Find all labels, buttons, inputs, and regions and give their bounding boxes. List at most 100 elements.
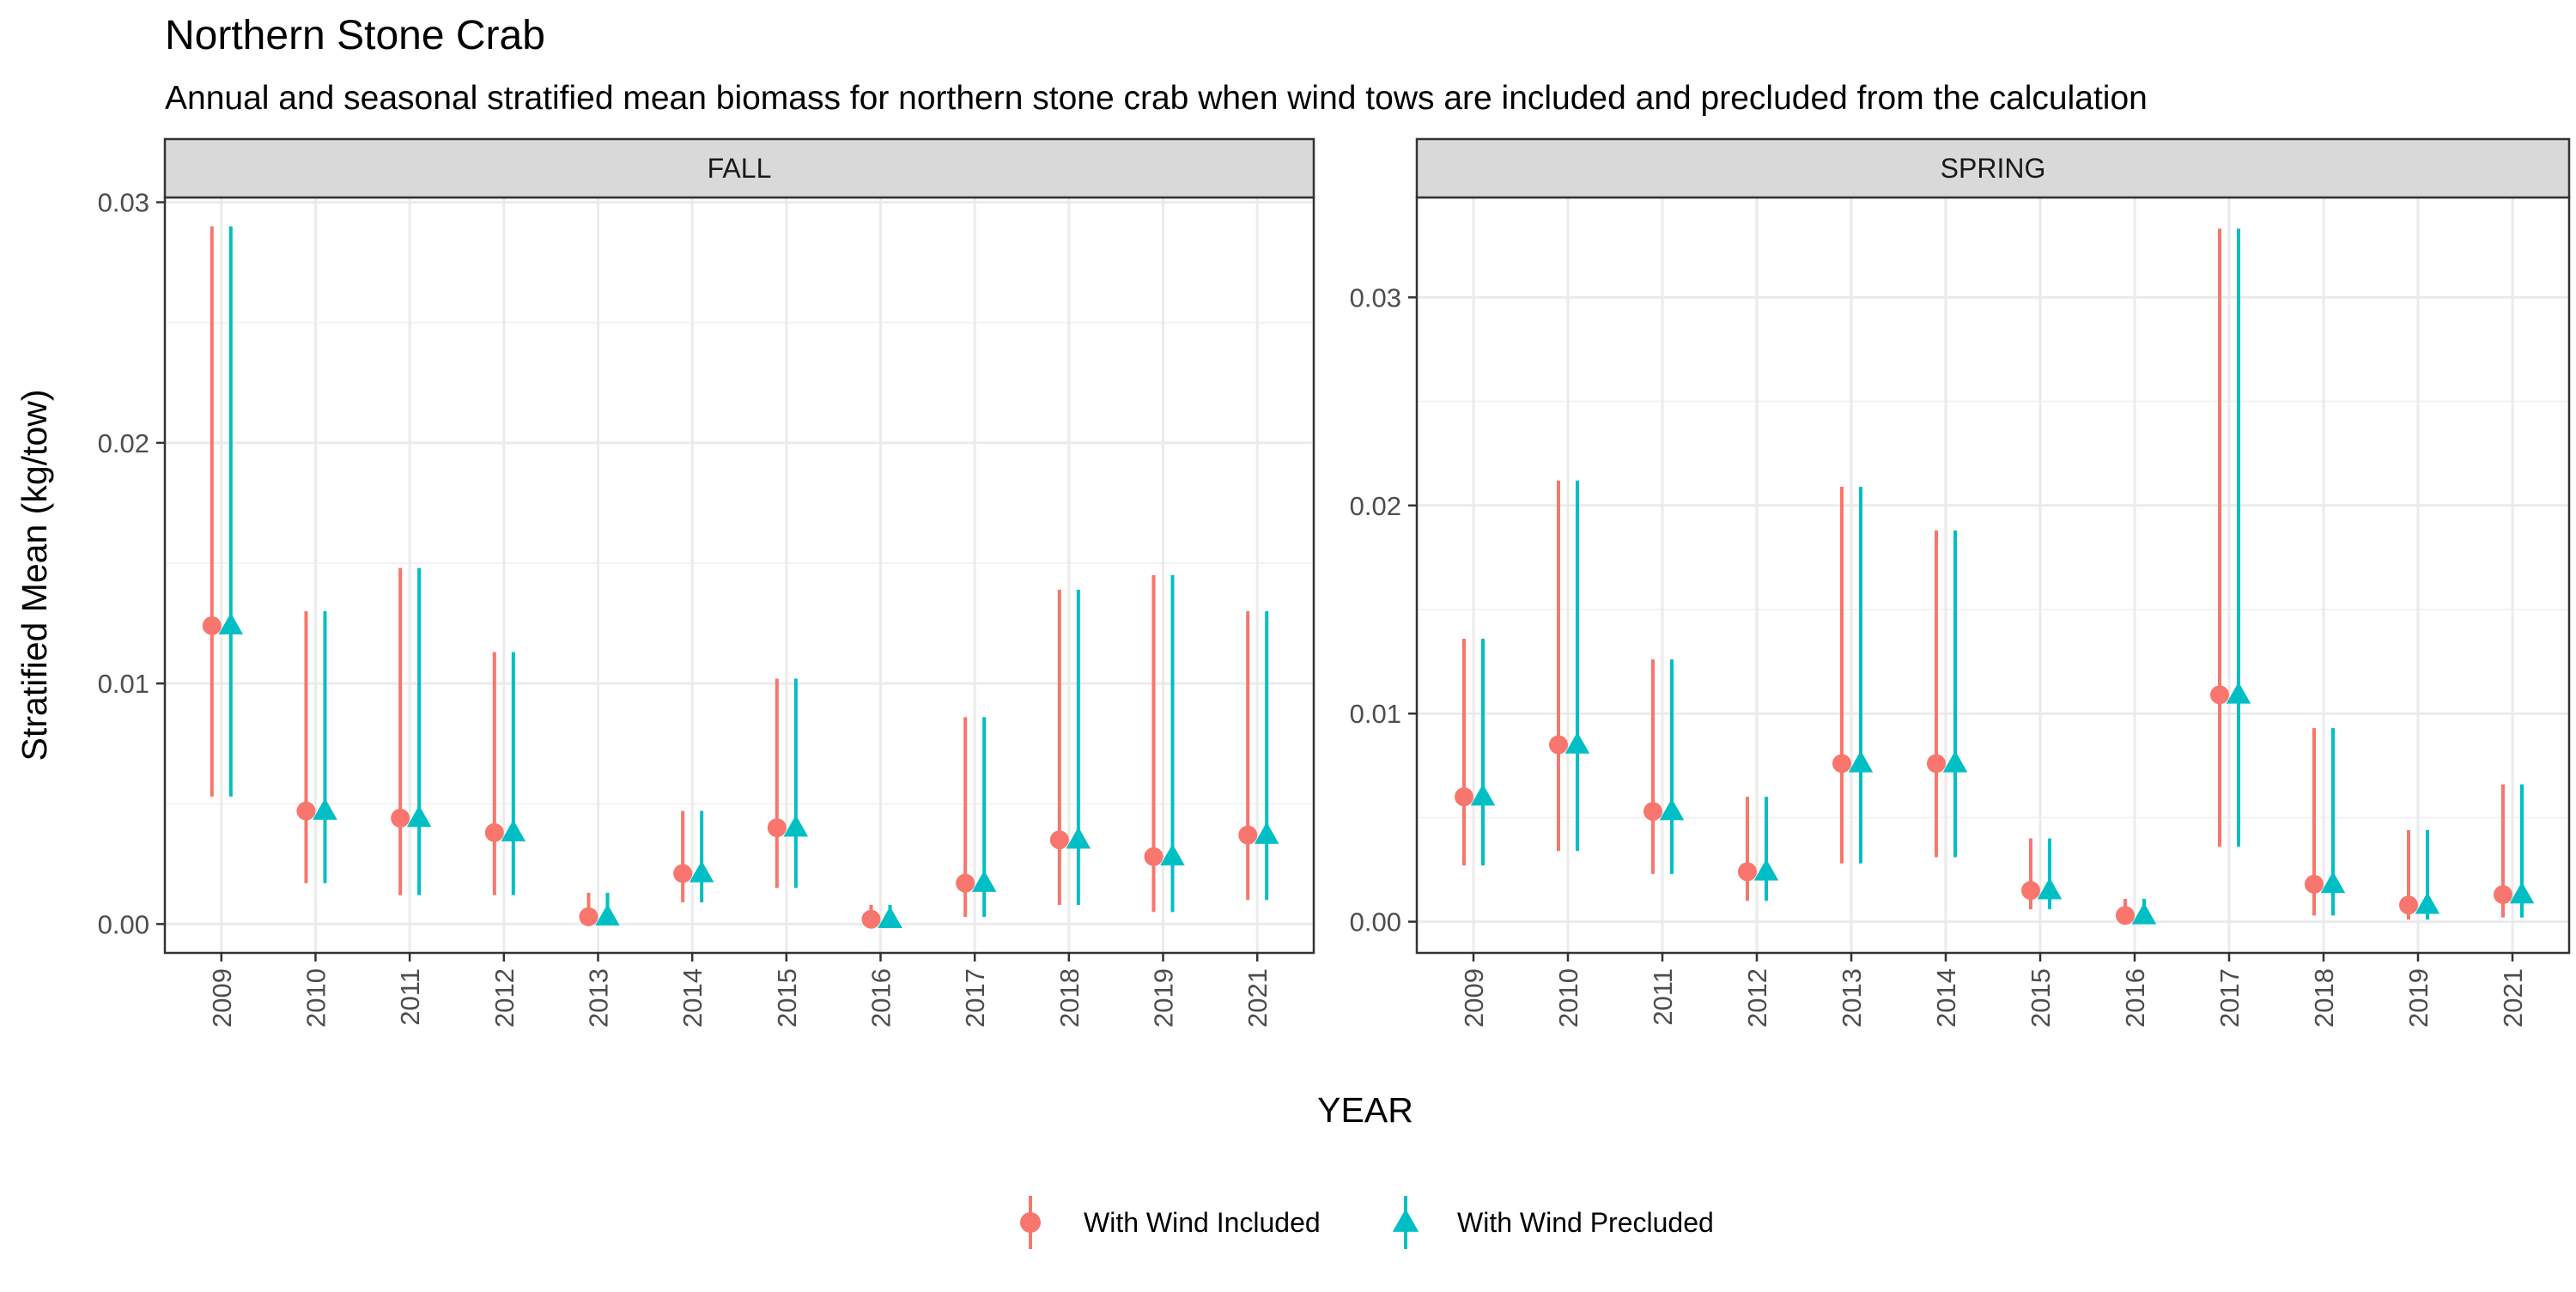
data-point: [1049, 830, 1069, 850]
x-tick-label: 2015: [2026, 968, 2056, 1028]
x-tick-label: 2009: [1459, 968, 1489, 1028]
x-tick-label: 2016: [2120, 968, 2150, 1028]
x-tick-label: 2014: [677, 968, 708, 1028]
panel-fall: FALL 0.00 0.01 0.02 0.03 2009 2010 2011 2012 2013…: [98, 137, 1315, 1028]
data-point: [2021, 881, 2040, 901]
legend-item-precluded: With Wind Precluded: [1392, 1196, 1714, 1249]
chart-subtitle: Annual and seasonal stratified mean biom…: [165, 80, 2148, 117]
plot-background: [165, 197, 1314, 953]
x-tick-label: 2017: [960, 968, 990, 1028]
data-point: [1643, 802, 1662, 822]
data-point: [1753, 858, 1779, 881]
series-precluded: [218, 226, 1279, 928]
x-axis-label: YEAR: [1317, 1090, 1413, 1130]
x-tick-label: 2018: [2309, 968, 2339, 1028]
legend-key-circle: [1020, 1212, 1041, 1233]
data-point: [1238, 825, 1258, 845]
x-tick-label: 2017: [2215, 968, 2245, 1028]
data-point: [391, 809, 410, 828]
data-point: [673, 864, 693, 883]
data-point: [1455, 787, 1473, 807]
legend: With Wind Included With Wind Precluded: [1020, 1196, 1714, 1249]
x-tick-label: 2015: [772, 968, 802, 1028]
data-point: [2305, 875, 2324, 894]
x-tick-label: 2019: [2403, 968, 2433, 1028]
data-point: [1927, 754, 1946, 773]
legend-key-triangle: [1392, 1209, 1419, 1232]
data-point: [689, 860, 714, 883]
data-point: [1738, 862, 1757, 882]
x-tick-label: 2021: [2498, 968, 2528, 1028]
x-tick-label: 2012: [489, 968, 519, 1028]
data-point: [2320, 871, 2346, 894]
data-point: [2037, 877, 2063, 900]
legend-label: With Wind Precluded: [1457, 1207, 1714, 1238]
data-point: [1832, 754, 1851, 773]
data-point: [1066, 827, 1091, 849]
data-point: [783, 815, 809, 837]
data-point: [861, 909, 881, 929]
x-tick-label: 2014: [1931, 968, 1961, 1028]
panel-spring: SPRING 0.00 0.01 0.02 0.03 2009 2010 2011 2012 20…: [1350, 137, 2571, 1028]
y-tick-label: 0.02: [1350, 491, 1401, 521]
x-tick-label: 2013: [583, 968, 613, 1028]
data-point: [2399, 895, 2418, 915]
x-tick-label: 2012: [1742, 968, 1772, 1028]
strip-background: [1415, 137, 2571, 199]
data-point: [484, 822, 504, 842]
x-tick-label: 2016: [866, 968, 896, 1028]
series-included: [202, 226, 1258, 929]
data-point: [1942, 750, 1968, 773]
data-point: [1848, 750, 1874, 773]
data-point: [1549, 735, 1568, 755]
plot-background: [1417, 197, 2569, 953]
x-tick-label: 2011: [1648, 968, 1678, 1026]
data-point: [2116, 906, 2135, 925]
data-point: [296, 801, 316, 821]
y-tick-label: 0.02: [98, 428, 149, 458]
panels-layer: FALL 0.00 0.01 0.02 0.03 2009 2010 2011 2012 2013…: [98, 137, 2571, 1028]
y-tick-label: 0.00: [1350, 907, 1401, 937]
data-point: [595, 903, 620, 926]
series-included: [1455, 228, 2512, 925]
legend-item-included: With Wind Included: [1020, 1196, 1321, 1249]
data-point: [1470, 784, 1496, 806]
x-tick-label: 2018: [1054, 968, 1084, 1028]
data-point: [2494, 885, 2512, 905]
data-point: [956, 873, 975, 893]
data-point: [501, 819, 526, 842]
data-point: [1254, 822, 1279, 844]
data-point: [767, 818, 787, 838]
y-axis-label: Stratified Mean (kg/tow): [15, 390, 54, 761]
series-precluded: [1470, 228, 2535, 925]
y-tick-label: 0.01: [98, 669, 149, 699]
data-point: [2131, 902, 2157, 925]
data-point: [1160, 843, 1185, 866]
data-point: [2415, 892, 2440, 914]
data-point: [2210, 685, 2229, 705]
x-tick-label: 2011: [395, 968, 425, 1026]
y-tick-label: 0.03: [98, 188, 149, 218]
x-tick-label: 2009: [207, 968, 237, 1028]
strip-label: SPRING: [1941, 153, 2046, 184]
data-point: [202, 616, 222, 635]
x-tick-label: 2019: [1149, 968, 1179, 1028]
strip-label: FALL: [708, 153, 772, 184]
data-point: [2226, 682, 2251, 704]
legend-label: With Wind Included: [1084, 1207, 1321, 1238]
data-point: [1564, 731, 1590, 754]
data-point: [971, 870, 997, 892]
data-point: [313, 798, 337, 820]
x-tick-label: 2010: [1553, 968, 1583, 1028]
data-point: [1659, 798, 1685, 821]
y-tick-label: 0.00: [98, 909, 149, 939]
data-point: [1144, 846, 1163, 866]
strip-background: [163, 137, 1315, 199]
y-tick-label: 0.03: [1350, 282, 1401, 312]
data-point: [218, 612, 244, 635]
x-tick-label: 2021: [1242, 968, 1273, 1028]
x-tick-label: 2013: [1837, 968, 1867, 1028]
data-point: [878, 906, 902, 928]
